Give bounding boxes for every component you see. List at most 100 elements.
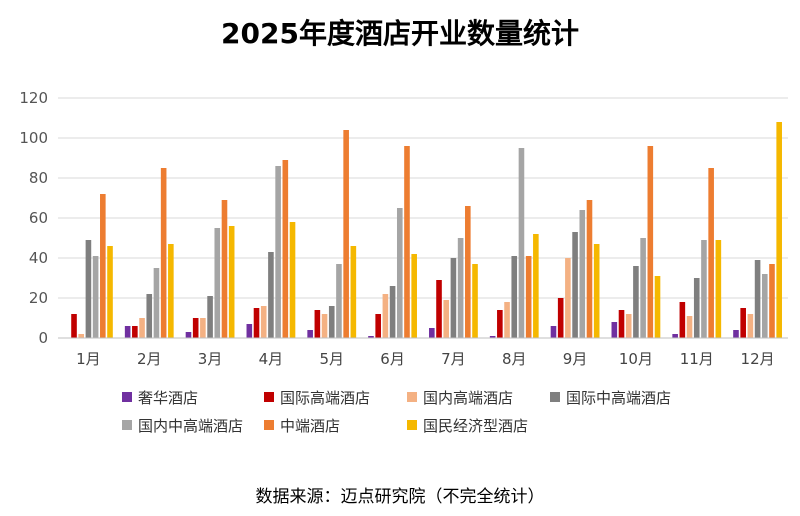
bar <box>336 264 342 338</box>
bar <box>701 240 707 338</box>
legend-swatch <box>264 392 274 402</box>
bar <box>168 244 174 338</box>
y-tick-label: 80 <box>29 169 48 187</box>
bar <box>375 314 381 338</box>
bar <box>633 266 639 338</box>
bar <box>654 276 661 338</box>
bar <box>504 302 510 338</box>
bar <box>565 258 571 338</box>
bar <box>85 240 92 338</box>
bar <box>146 294 153 338</box>
y-tick-label: 120 <box>19 89 48 107</box>
legend-swatch <box>264 420 274 430</box>
bar <box>747 314 754 338</box>
legend-swatch <box>550 392 560 402</box>
legend-label: 国民经济型酒店 <box>423 417 528 435</box>
bar <box>533 234 539 338</box>
bar <box>672 334 678 338</box>
y-tick-label: 20 <box>29 289 48 307</box>
bar <box>465 206 471 338</box>
y-tick-label: 100 <box>19 129 48 147</box>
bar <box>686 316 693 338</box>
bar <box>260 306 267 338</box>
bar <box>579 210 586 338</box>
bar <box>518 148 525 338</box>
bar <box>350 246 357 338</box>
grid-lines <box>58 97 788 299</box>
bar <box>511 256 518 338</box>
bar <box>153 268 160 338</box>
bar <box>640 238 646 338</box>
bar <box>693 278 700 338</box>
bar <box>139 318 145 338</box>
x-category-label: 3月 <box>198 350 223 368</box>
bar <box>593 244 600 338</box>
y-tick-label: 40 <box>29 249 48 267</box>
bar <box>715 240 722 338</box>
bar <box>557 298 564 338</box>
x-category-label: 12月 <box>741 350 775 368</box>
bar <box>124 326 131 338</box>
bar <box>321 314 328 338</box>
bar <box>307 330 313 338</box>
legend-swatch <box>122 392 132 402</box>
legend-swatch <box>122 420 132 430</box>
y-tick-label: 60 <box>29 209 48 227</box>
bar <box>275 166 281 338</box>
x-category-label: 8月 <box>502 350 527 368</box>
bar <box>192 318 199 338</box>
bar <box>443 300 450 338</box>
bar <box>246 324 253 338</box>
bar <box>411 254 417 338</box>
bar <box>160 168 167 338</box>
x-category-label: 7月 <box>441 350 466 368</box>
bar <box>214 228 221 338</box>
bar <box>769 264 775 338</box>
bar <box>328 306 335 338</box>
bar <box>740 308 746 338</box>
bar <box>396 208 403 338</box>
bars <box>71 122 782 338</box>
bar <box>489 336 496 338</box>
bar <box>314 310 321 338</box>
legend-swatch <box>407 420 417 430</box>
bar <box>572 232 578 338</box>
legend-label: 中端酒店 <box>280 417 340 435</box>
y-tick-label: 0 <box>38 329 48 347</box>
bar <box>625 314 632 338</box>
x-category-label: 6月 <box>380 350 405 368</box>
bar <box>132 326 138 338</box>
bar <box>404 146 410 338</box>
bar <box>450 258 457 338</box>
bar <box>472 264 478 338</box>
x-category-label: 4月 <box>259 350 284 368</box>
bar <box>200 318 206 338</box>
x-category-label: 1月 <box>76 350 101 368</box>
legend-label: 国内高端酒店 <box>423 389 513 407</box>
bar <box>100 194 106 338</box>
bar <box>78 334 85 338</box>
bar <box>253 308 260 338</box>
bar <box>497 310 503 338</box>
x-category-label: 2月 <box>137 350 162 368</box>
x-axis-categories: 1月 2月 3月 4月 5月 6月 7月 8月 9月 10月 11月 12月 <box>76 350 774 368</box>
bar <box>525 256 532 338</box>
bar <box>282 160 289 338</box>
bar <box>221 200 228 338</box>
bar <box>586 200 593 338</box>
bar <box>647 146 654 338</box>
bar <box>389 286 396 338</box>
bar <box>708 168 714 338</box>
bar <box>754 260 761 338</box>
legend-swatch <box>407 392 417 402</box>
bar <box>268 252 274 338</box>
legend-label: 国际高端酒店 <box>280 389 370 407</box>
bar <box>343 130 349 338</box>
bar <box>228 226 235 338</box>
bar <box>733 330 739 338</box>
bar <box>761 274 768 338</box>
legend-label: 国内中高端酒店 <box>138 417 243 435</box>
bar <box>382 294 389 338</box>
x-category-label: 5月 <box>319 350 344 368</box>
